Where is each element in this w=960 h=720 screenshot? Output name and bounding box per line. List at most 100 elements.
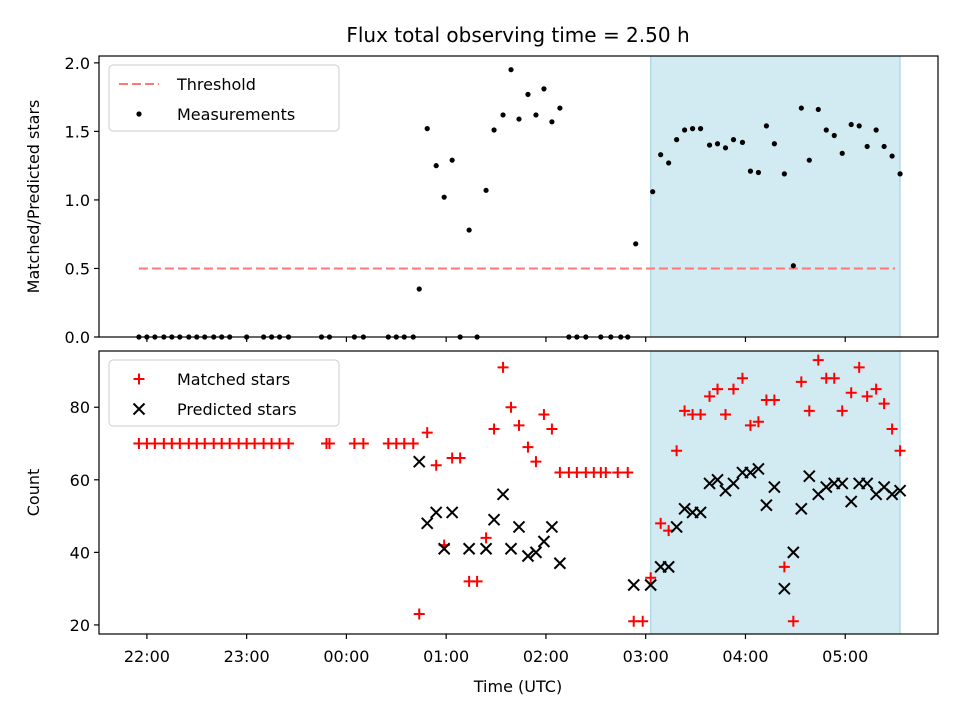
data-point (739, 139, 746, 145)
axes-frame (98, 55, 939, 338)
data-point (323, 438, 335, 450)
data-point (812, 354, 824, 366)
data-point (424, 126, 430, 132)
data-point (445, 506, 459, 519)
data-point (491, 127, 497, 133)
data-point (546, 423, 558, 435)
data-point (720, 408, 732, 420)
data-point (790, 263, 796, 269)
data-point (516, 116, 522, 122)
data-point (483, 187, 489, 193)
data-point (479, 542, 493, 555)
y-tick-label: 60 (70, 471, 90, 490)
data-point (893, 484, 907, 497)
legend-swatch (133, 373, 145, 385)
legend-label: Measurements (177, 105, 295, 124)
data-point (674, 137, 680, 143)
data-point (831, 132, 837, 139)
data-point (633, 241, 639, 247)
data-point (407, 438, 419, 450)
data-point (666, 160, 672, 166)
data-point (662, 560, 675, 574)
data-point (466, 227, 472, 233)
legend-label: Threshold (176, 75, 256, 94)
x-tick-label: 22:00 (124, 647, 170, 666)
data-point (795, 502, 808, 516)
data-point (513, 419, 525, 431)
data-point (760, 498, 773, 512)
data-point (504, 542, 518, 555)
data-point (848, 121, 854, 128)
data-point (521, 549, 535, 563)
data-point (803, 405, 815, 417)
data-point (778, 561, 790, 573)
data-point (671, 445, 683, 457)
data-point (704, 390, 716, 402)
data-point (471, 575, 483, 587)
data-point (873, 127, 879, 133)
data-point (488, 423, 500, 435)
y-tick-label: 0.5 (65, 259, 90, 278)
data-point (806, 157, 812, 163)
data-point (522, 441, 534, 453)
data-point (357, 438, 369, 450)
data-point (538, 408, 550, 420)
legend-swatch (132, 402, 146, 416)
data-point (763, 123, 770, 129)
data-point (768, 480, 781, 494)
x-tick-label: 02:00 (523, 647, 569, 666)
data-point (421, 427, 433, 439)
data-point (836, 405, 848, 417)
data-point (413, 608, 425, 620)
legend-box (108, 64, 340, 132)
data-point (736, 372, 748, 384)
data-point (421, 517, 434, 530)
data-point (441, 194, 447, 200)
data-point (727, 477, 740, 490)
data-point (480, 532, 492, 544)
y-axis-label: Count (24, 469, 43, 517)
highlight-span (650, 350, 901, 635)
data-point (429, 506, 443, 519)
legend-label: Predicted stars (177, 400, 297, 419)
data-point (744, 419, 756, 431)
data-point (768, 394, 780, 406)
data-point (823, 127, 829, 133)
data-point (537, 535, 551, 548)
data-point (870, 383, 882, 395)
y-tick-label: 80 (70, 398, 90, 417)
data-point (487, 513, 501, 526)
data-point (644, 578, 657, 592)
data-point (727, 383, 739, 395)
legend-swatch (136, 111, 142, 117)
data-point (878, 398, 890, 410)
x-tick-label: 05:00 (822, 647, 868, 666)
data-point (781, 171, 787, 177)
data-point (787, 546, 800, 559)
data-point (433, 163, 439, 169)
data-point (413, 455, 426, 468)
data-point (730, 137, 737, 143)
data-point (500, 112, 506, 118)
data-point (612, 467, 624, 479)
y-axis-label: Matched/Predicted stars (24, 100, 43, 294)
data-point (752, 462, 765, 476)
data-point (682, 127, 688, 133)
data-point (752, 416, 764, 428)
data-point (622, 467, 634, 479)
data-point (860, 477, 874, 490)
data-point (496, 488, 510, 501)
data-point (545, 520, 559, 534)
data-point (541, 86, 547, 92)
data-point (711, 473, 724, 487)
data-point (744, 466, 757, 479)
data-point (787, 615, 799, 627)
data-point (885, 488, 899, 501)
data-point (695, 408, 707, 420)
highlight-span (650, 55, 901, 338)
data-point (530, 456, 542, 468)
data-point (627, 578, 640, 592)
data-point (416, 286, 422, 292)
data-point (454, 452, 466, 464)
data-point (650, 189, 656, 195)
